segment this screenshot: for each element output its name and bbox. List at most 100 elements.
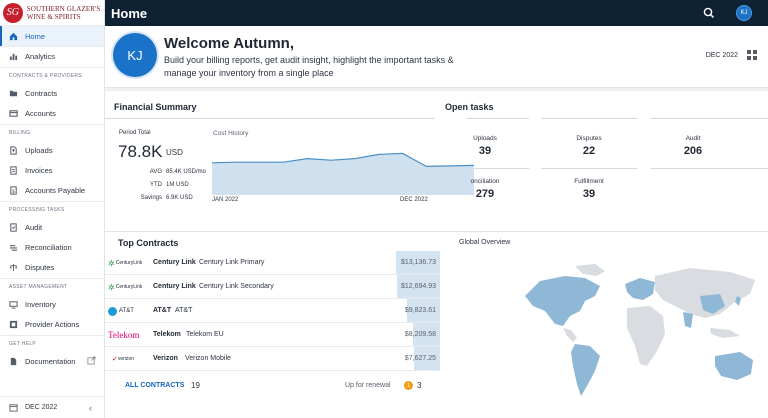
sidebar-item-label: Documentation: [25, 356, 76, 366]
home-icon: [9, 32, 18, 41]
contracts-card: Top Contracts ✲ CenturyLink Century Link …: [105, 231, 768, 418]
brand-logo[interactable]: SG SOUTHERN GLAZER'S WINE & SPIRITS: [0, 0, 104, 26]
accounts-icon: [9, 109, 18, 118]
analytics-icon: [9, 52, 18, 61]
map-region-indonesia: [710, 328, 740, 338]
sidebar-item-documentation[interactable]: Documentation: [0, 351, 104, 371]
map-region-japan: [735, 296, 741, 306]
map-region-china: [700, 294, 725, 314]
grid-menu-icon[interactable]: [747, 50, 757, 60]
avg-label: AVG: [149, 169, 162, 175]
sidebar-item-contracts[interactable]: Contracts: [0, 83, 104, 103]
centurylink-logo: ✲ CenturyLink: [108, 258, 143, 268]
renewal-badge: 1: [404, 381, 413, 390]
contract-row[interactable]: ✲ CenturyLink Century Link Century Link P…: [105, 251, 440, 275]
task-value-disputes[interactable]: 22: [582, 145, 596, 157]
audit-icon: [9, 222, 18, 232]
sidebar-item-analytics[interactable]: Analytics: [0, 46, 104, 66]
renewal-count: 3: [417, 381, 422, 390]
x-axis-start-label: JAN 2022: [212, 197, 239, 203]
contract-name: Telekom: [153, 331, 181, 338]
divider: [541, 168, 637, 169]
map-region-central-america: [563, 328, 577, 342]
sidebar-item-label: Uploads: [25, 145, 53, 155]
savings-label: Savings: [140, 195, 162, 201]
task-value-audit[interactable]: 206: [683, 145, 703, 157]
sidebar-item-label: Analytics: [25, 51, 56, 61]
contract-description: AT&T: [175, 307, 193, 314]
sidebar-item-accounts[interactable]: Accounts: [0, 103, 104, 123]
profile-avatar: KJ: [113, 33, 157, 77]
collapse-chevron-icon[interactable]: ‹: [89, 402, 92, 413]
sidebar-item-provider-actions[interactable]: Provider Actions: [0, 314, 104, 334]
invoice-icon: [9, 165, 18, 175]
contract-row[interactable]: Telekom Telekom Telekom EU $8,209.58: [105, 323, 440, 347]
sidebar-item-home[interactable]: Home: [0, 26, 104, 46]
upload-icon: [9, 145, 18, 155]
folder-icon: [9, 89, 18, 98]
cost-history-chart: [212, 152, 474, 195]
period-label: DEC 2022: [25, 404, 58, 411]
inventory-icon: [9, 300, 18, 309]
contract-amount-bar: [396, 251, 440, 274]
calendar-icon: [9, 403, 18, 412]
sidebar-item-inventory[interactable]: Inventory: [0, 294, 104, 314]
task-value-fulfillment[interactable]: 39: [582, 188, 596, 200]
task-value-uploads[interactable]: 39: [478, 145, 492, 157]
map-region-india: [683, 312, 693, 328]
sidebar-item-label: Inventory: [25, 299, 56, 309]
welcome-banner: KJ Welcome Autumn, Build your billing re…: [105, 26, 768, 88]
contract-amount: $7,627.25: [404, 355, 436, 362]
logo-text: SOUTHERN GLAZER'S WINE & SPIRITS: [26, 4, 101, 21]
divider: [0, 46, 104, 47]
telekom-logo: Telekom: [108, 330, 140, 340]
sidebar-item-uploads[interactable]: Uploads: [0, 140, 104, 160]
svg-text:$: $: [12, 188, 15, 194]
sidebar-item-label: Contracts: [25, 88, 58, 98]
period-selector[interactable]: DEC 2022 ‹: [0, 396, 104, 418]
sidebar-item-disputes[interactable]: Disputes: [0, 257, 104, 277]
all-contracts-link[interactable]: ALL CONTRACTS: [125, 382, 185, 389]
contract-row[interactable]: ✓ verizon Verizon Verizon Mobile $7,627.2…: [105, 347, 440, 371]
task-label-fulfillment: Fulfillment: [574, 178, 604, 185]
financial-summary-title: Financial Summary: [114, 102, 197, 112]
sidebar-item-label: Accounts Payable: [25, 185, 86, 195]
summary-card: Financial Summary Period Total 78.8K USD…: [105, 91, 768, 231]
user-avatar[interactable]: KJ: [736, 5, 752, 21]
renewal-label[interactable]: Up for renewal: [345, 382, 391, 389]
sidebar-item-accounts-payable[interactable]: $ Accounts Payable: [0, 180, 104, 200]
map-region-europe: [625, 278, 655, 300]
contract-amount: $9,823.61: [404, 307, 436, 314]
map-region-north-america: [525, 276, 600, 326]
task-label-uploads: Uploads: [473, 135, 497, 142]
task-label-disputes: Disputes: [576, 135, 602, 142]
section-label-processing: PROCESSING TASKS: [9, 207, 65, 213]
sidebar-item-audit[interactable]: Audit: [0, 217, 104, 237]
divider: [467, 168, 529, 169]
ytd-label: YTD: [150, 182, 162, 188]
section-label-asset: ASSET MANAGEMENT: [9, 284, 68, 290]
divider: [0, 278, 104, 279]
sidebar-item-label: Accounts: [25, 108, 56, 118]
divider: [651, 168, 768, 169]
divider: [0, 67, 104, 68]
welcome-title: Welcome Autumn,: [164, 35, 295, 52]
contract-row[interactable]: ✲ CenturyLink Century Link Century Link S…: [105, 275, 440, 299]
divider: [0, 335, 104, 336]
divider: [467, 118, 529, 119]
sidebar-item-reconciliation[interactable]: Reconciliation: [0, 237, 104, 257]
contract-amount-bar: [407, 299, 440, 322]
sidebar-item-invoices[interactable]: Invoices: [0, 160, 104, 180]
sidebar-item-label: Invoices: [25, 165, 53, 175]
divider: [541, 118, 637, 119]
section-label-billing: BILLING: [9, 130, 31, 136]
section-label-contracts: CONTRACTS & PROVIDERS: [9, 73, 82, 79]
savings-value: 6.9K USD: [166, 195, 193, 201]
contract-row[interactable]: AT&T AT&T AT&T $9,823.61: [105, 299, 440, 323]
verizon-logo: ✓ verizon: [112, 356, 134, 363]
task-value-reconciliation[interactable]: 279: [475, 188, 495, 200]
map-region-greenland: [575, 264, 605, 276]
map-region-asia: [655, 268, 755, 318]
contract-description: Telekom EU: [186, 331, 224, 338]
search-icon[interactable]: [702, 6, 716, 20]
